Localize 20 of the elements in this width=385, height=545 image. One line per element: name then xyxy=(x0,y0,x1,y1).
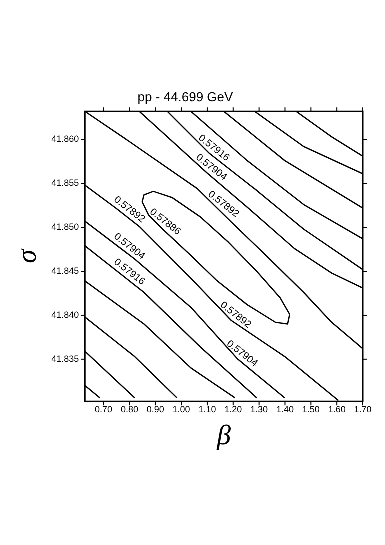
chart-title: pp - 44.699 GeV xyxy=(138,89,234,104)
y-tick-label: 41.860 xyxy=(52,134,80,144)
x-tick-label: 1.30 xyxy=(250,404,268,414)
x-tick-label: 1.60 xyxy=(328,404,346,414)
x-axis-title: β xyxy=(216,420,232,452)
y-tick-label: 41.855 xyxy=(52,178,80,188)
x-tick-label: 1.10 xyxy=(198,404,216,414)
x-tick-label: 1.70 xyxy=(354,404,372,414)
x-tick-label: 1.00 xyxy=(172,404,190,414)
x-tick-label: 0.90 xyxy=(146,404,164,414)
x-tick-label: 1.50 xyxy=(302,404,320,414)
x-tick-label: 0.80 xyxy=(120,404,138,414)
y-axis-title: σ xyxy=(12,248,44,264)
y-tick-label: 41.835 xyxy=(52,354,80,364)
y-tick-label: 41.845 xyxy=(52,266,80,276)
x-tick-label: 1.40 xyxy=(276,404,294,414)
y-tick-label: 41.850 xyxy=(52,222,80,232)
x-tick-label: 1.20 xyxy=(224,404,242,414)
y-tick-label: 41.840 xyxy=(52,310,80,320)
x-tick-label: 0.70 xyxy=(95,404,113,414)
